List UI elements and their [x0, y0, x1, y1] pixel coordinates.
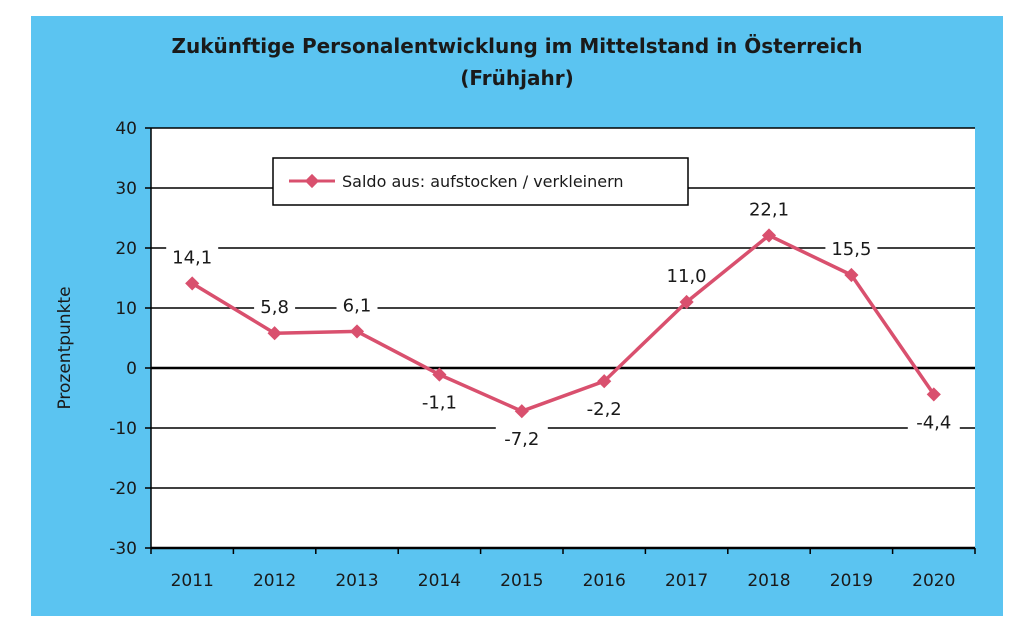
data-label-bg	[336, 292, 378, 318]
y-tick-label: -10	[109, 419, 137, 439]
data-point	[926, 387, 941, 402]
data-label: -4,4	[916, 412, 951, 433]
data-point	[597, 374, 612, 389]
y-tick-label: 30	[115, 179, 137, 199]
legend: Saldo aus: aufstocken / verkleinern	[272, 157, 689, 206]
x-tick-labels: 2011 2012 2013 2014 2015 2016 2017 2018 2019 2020	[171, 571, 956, 591]
chart-title: Zukünftige Personalentwicklung im Mittel…	[171, 34, 863, 58]
data-point	[432, 367, 447, 382]
data-point	[844, 267, 859, 283]
x-tick-label: 2015	[500, 571, 543, 591]
data-point	[185, 276, 200, 291]
y-tick-label: -30	[109, 539, 137, 559]
data-label: 5,8	[260, 297, 289, 318]
data-label-bg	[825, 236, 878, 261]
y-tick-label: 40	[115, 119, 137, 139]
x-tick-label: 2011	[171, 571, 214, 591]
x-tick-label: 2018	[747, 571, 790, 591]
y-tick-label: 10	[115, 299, 137, 319]
data-label-bg	[495, 426, 548, 452]
data-label-bg	[907, 409, 960, 435]
series-saldo	[185, 228, 941, 419]
data-label-bg	[413, 389, 466, 415]
data-label-bg	[166, 244, 219, 270]
x-tick-label: 2012	[253, 571, 296, 591]
data-label: 14,1	[172, 247, 212, 268]
data-label: 6,1	[343, 295, 372, 316]
x-tick-label: 2019	[830, 571, 873, 591]
y-tick-labels: 40 30 20 10 0 -10 -20 -30	[109, 119, 137, 559]
data-point	[514, 404, 529, 419]
data-label-bg	[254, 294, 296, 320]
data-label-bg	[743, 196, 795, 222]
y-tick-label: 20	[115, 239, 137, 259]
data-label: 11,0	[667, 266, 707, 287]
data-point	[679, 294, 694, 310]
data-label-bg	[660, 263, 713, 288]
x-tick-label: 2016	[583, 571, 626, 591]
data-label: 22,1	[749, 199, 789, 220]
y-tick-label: -20	[109, 479, 137, 499]
data-label: -2,2	[587, 399, 622, 420]
data-point	[349, 324, 365, 339]
x-tick-label: 2014	[418, 571, 461, 591]
data-point	[761, 228, 777, 243]
x-tick-label: 2013	[335, 571, 378, 591]
axes	[145, 127, 976, 554]
x-tick-label: 2017	[665, 571, 708, 591]
data-label: -1,1	[422, 393, 457, 414]
series-line	[191, 233, 936, 413]
data-label: 15,5	[831, 239, 871, 260]
data-point	[267, 326, 282, 341]
data-labels: 14,1 5,8 6,1 -1,1 -7,2 -2,2 11,0 22,1 15,5 -4,4	[166, 196, 960, 452]
data-label-bg	[578, 396, 631, 422]
legend-box	[272, 157, 689, 206]
chart-subtitle: (Frühjahr)	[460, 66, 574, 90]
chart-title-block: Zukünftige Personalentwicklung im Mittel…	[31, 30, 1003, 94]
data-label: -7,2	[504, 429, 539, 450]
x-tick-label: 2020	[912, 571, 955, 591]
y-tick-label: 0	[126, 359, 137, 379]
legend-series-label: Saldo aus: aufstocken / verkleinern	[342, 172, 624, 191]
legend-marker	[304, 173, 320, 189]
y-axis-label: Prozentpunkte	[55, 286, 75, 409]
